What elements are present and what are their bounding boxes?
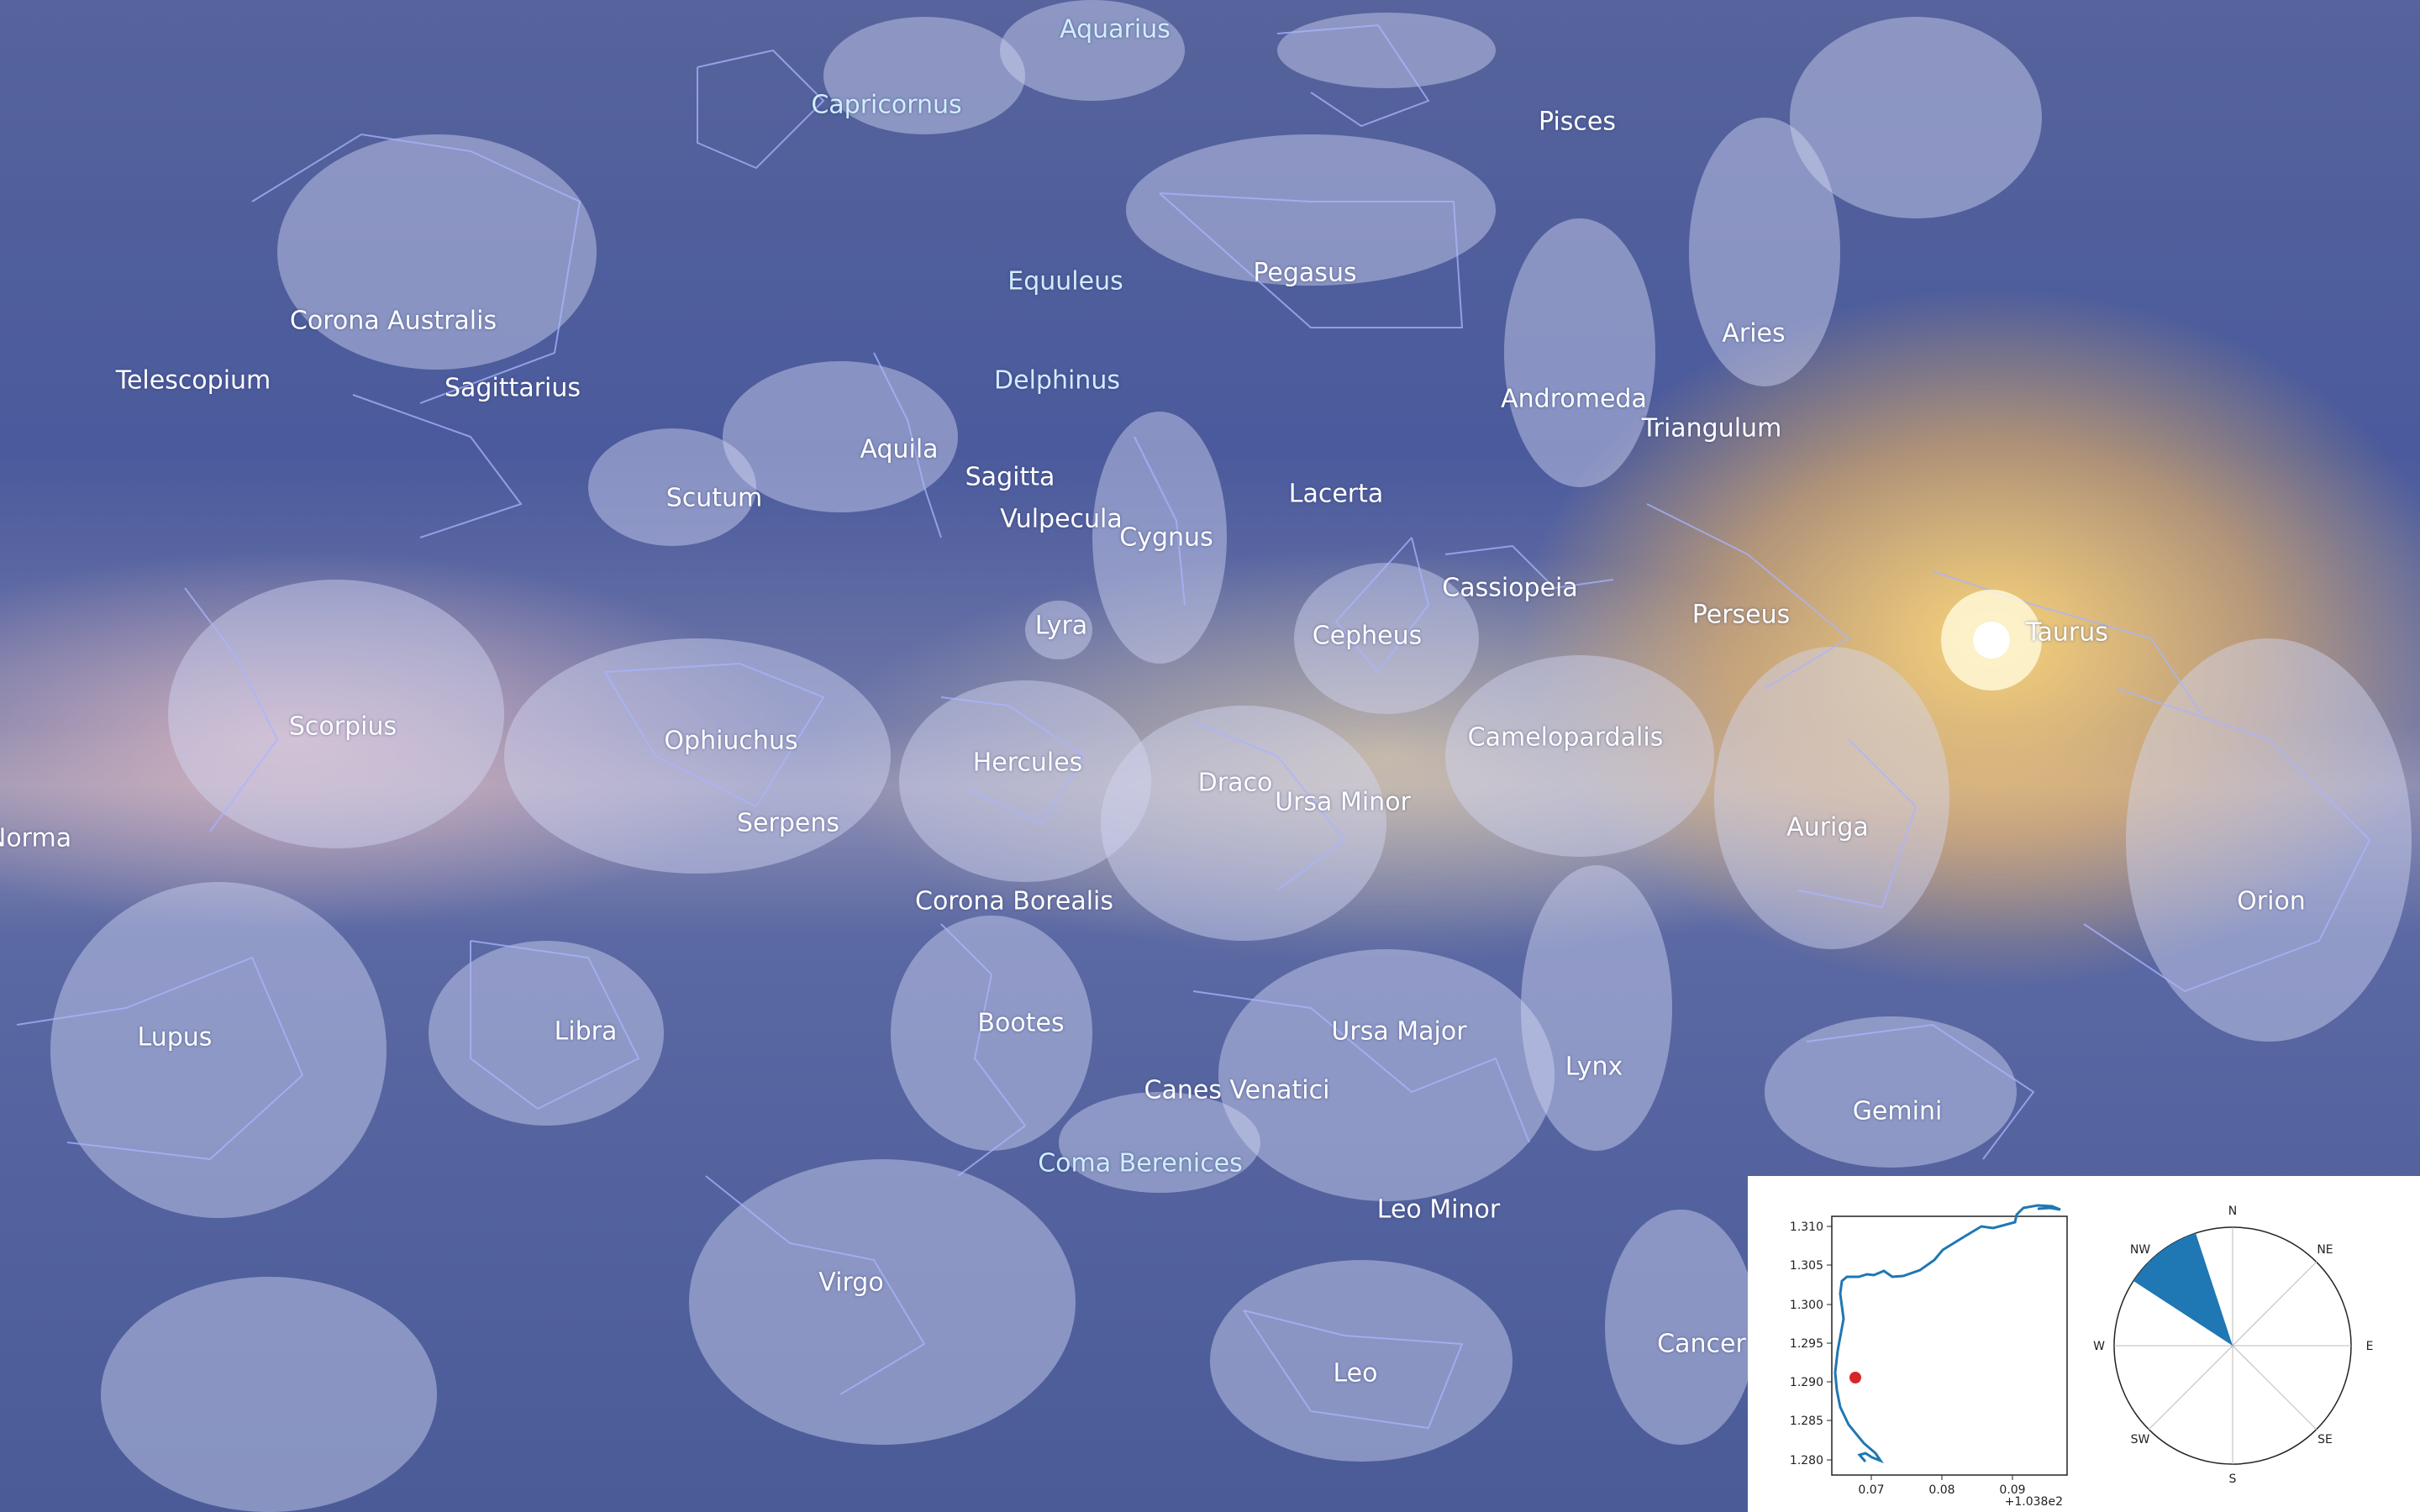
track-line [1833, 1204, 2061, 1464]
constellation-label: Cancer [1657, 1329, 1746, 1359]
compass-label-ne: NE [2317, 1243, 2333, 1257]
y-tick-label: 1.290 [1790, 1376, 1823, 1389]
y-tick-label: 1.295 [1790, 1337, 1823, 1351]
track-plot-x-axis: 0.07 0.08 0.09 [1858, 1475, 2026, 1497]
constellation-label: Triangulum [1641, 413, 1782, 444]
constellation-label: Libra [554, 1016, 618, 1047]
y-tick-label: 1.285 [1790, 1415, 1823, 1428]
constellation-label: Draco [1197, 768, 1273, 798]
x-tick-label: 0.08 [1928, 1483, 1954, 1497]
constellation-label: Lacerta [1288, 479, 1384, 509]
constellation-label: Bootes [977, 1008, 1065, 1038]
constellation-label: Corona Australis [289, 306, 497, 336]
compass-label-n: N [2228, 1205, 2237, 1218]
constellation-label: Andromeda [1501, 384, 1647, 414]
constellation-label: Camelopardalis [1467, 722, 1664, 753]
constellation-label: Leo [1333, 1358, 1378, 1389]
compass-label-e: E [2366, 1340, 2374, 1353]
current-position-marker [1849, 1372, 1861, 1383]
constellation-label: Corona Borealis [914, 886, 1114, 916]
constellation-label: Taurus [2026, 617, 2108, 648]
compass-label-sw: SW [2131, 1433, 2150, 1446]
constellation-label: Lupus [137, 1022, 213, 1053]
compass-rose: N NE E SE S SW W NW [2093, 1205, 2373, 1486]
constellation-label: Scutum [666, 483, 763, 513]
constellation-label: Capricornus [811, 90, 962, 120]
compass-label-w: W [2093, 1340, 2105, 1353]
compass-labels: N NE E SE S SW W NW [2093, 1205, 2373, 1486]
constellation-label: Ursa Minor [1275, 787, 1411, 817]
constellation-label: Auriga [1786, 812, 1869, 843]
constellation-label: Norma [0, 823, 72, 853]
constellation-label: Coma Berenices [1038, 1148, 1243, 1179]
constellation-label: Cassiopeia [1442, 573, 1578, 603]
y-tick-label: 1.280 [1790, 1454, 1823, 1467]
track-plot-x-offset: +1.038e2 [2005, 1495, 2063, 1509]
constellation-label: Orion [2237, 886, 2306, 916]
constellation-label: Telescopium [115, 365, 271, 396]
compass-label-s: S [2229, 1473, 2237, 1486]
y-tick-label: 1.310 [1790, 1221, 1823, 1234]
constellation-label: Ophiuchus [664, 726, 798, 756]
constellation-label: Cepheus [1312, 621, 1423, 651]
constellation-label: Aquarius [1060, 14, 1171, 45]
y-tick-label: 1.300 [1790, 1299, 1823, 1312]
constellation-label: Equuleus [1007, 266, 1123, 297]
constellation-label: Hercules [972, 748, 1083, 778]
constellation-label: Lyra [1034, 611, 1088, 641]
constellation-label: Cygnus [1119, 522, 1213, 553]
constellation-label: Pisces [1539, 107, 1616, 137]
x-tick-label: 0.09 [1999, 1483, 2025, 1497]
constellation-label: Perseus [1691, 600, 1791, 630]
track-plot-y-axis: 1.310 1.305 1.300 1.295 1.290 1.285 1.280 [1790, 1221, 1832, 1467]
constellation-label: Aries [1722, 318, 1786, 349]
track-plot: 1.310 1.305 1.300 1.295 1.290 1.285 1.280 0.07… [1790, 1204, 2068, 1509]
constellation-label: Scorpius [288, 711, 397, 742]
heading-wedge [2133, 1233, 2233, 1346]
constellation-label: Canes Venatici [1144, 1075, 1330, 1105]
constellation-label: Ursa Major [1331, 1016, 1467, 1047]
y-tick-label: 1.305 [1790, 1259, 1823, 1273]
constellation-label: Serpens [737, 808, 839, 838]
constellation-label: Pegasus [1253, 258, 1357, 288]
constellation-label: Delphinus [994, 365, 1120, 396]
x-tick-label: 0.07 [1858, 1483, 1884, 1497]
constellation-label: Leo Minor [1376, 1194, 1501, 1225]
constellation-label: Virgo [818, 1268, 884, 1298]
inset-charts: 1.310 1.305 1.300 1.295 1.290 1.285 1.280 0.07… [1790, 1204, 2373, 1509]
track-plot-frame [1831, 1215, 2068, 1476]
compass-label-se: SE [2317, 1433, 2333, 1446]
constellation-label: Vulpecula [1000, 504, 1123, 534]
constellation-label: Gemini [1852, 1096, 1943, 1126]
constellation-label: Sagittarius [444, 373, 581, 403]
constellation-label: Lynx [1565, 1052, 1623, 1082]
constellation-label: Sagitta [965, 462, 1055, 492]
compass-label-nw: NW [2130, 1243, 2150, 1257]
navigation-inset-panel: 1.310 1.305 1.300 1.295 1.290 1.285 1.280 0.07… [1748, 1176, 2420, 1512]
constellation-label: Aquila [860, 434, 939, 465]
